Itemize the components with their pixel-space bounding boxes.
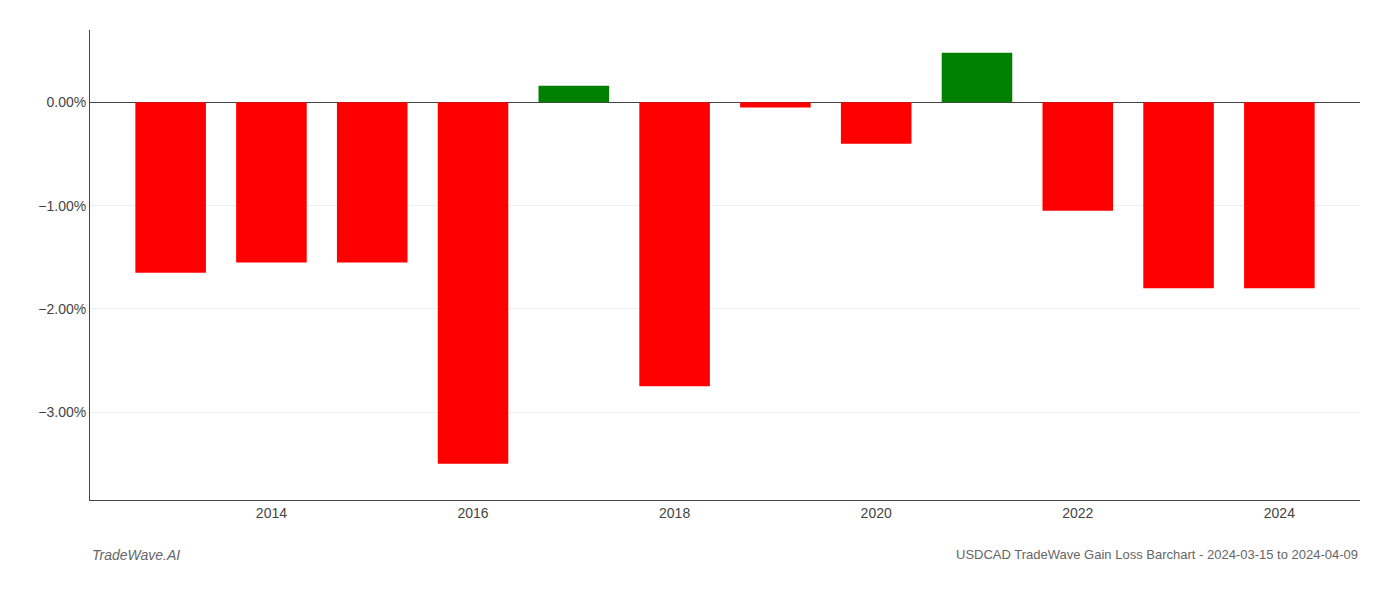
svg-text:2016: 2016	[457, 505, 488, 521]
svg-text:2024: 2024	[1264, 505, 1295, 521]
svg-text:−3.00%: −3.00%	[38, 404, 86, 420]
svg-text:−2.00%: −2.00%	[38, 301, 86, 317]
svg-text:2018: 2018	[659, 505, 690, 521]
svg-text:USDCAD TradeWave Gain Loss Bar: USDCAD TradeWave Gain Loss Barchart - 20…	[956, 547, 1358, 562]
svg-text:0.00%: 0.00%	[46, 94, 86, 110]
svg-text:2022: 2022	[1062, 505, 1093, 521]
svg-text:2020: 2020	[861, 505, 892, 521]
svg-text:−1.00%: −1.00%	[38, 198, 86, 214]
svg-text:TradeWave.AI: TradeWave.AI	[92, 547, 180, 563]
svg-text:2014: 2014	[256, 505, 287, 521]
